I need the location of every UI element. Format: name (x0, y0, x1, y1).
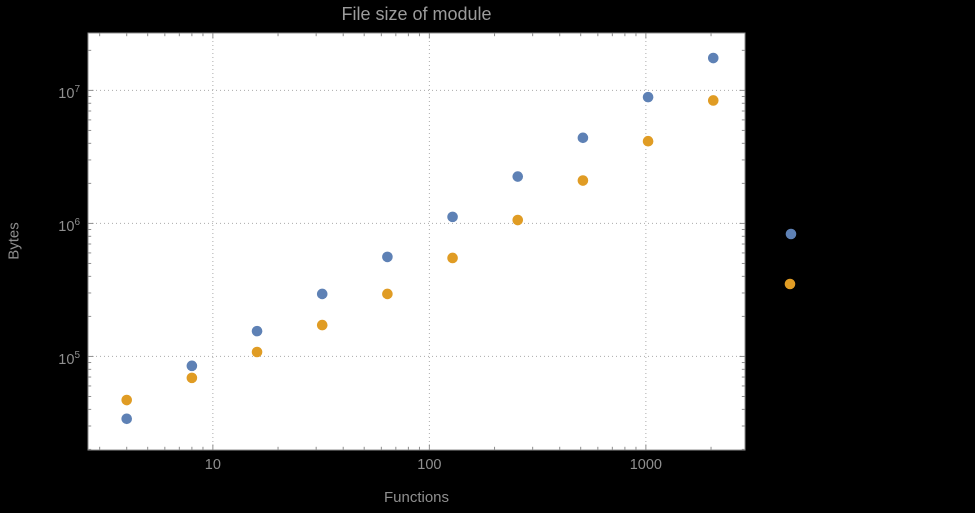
data-point-orange (707, 95, 719, 106)
data-point-blue (447, 211, 458, 223)
data-point-blue (121, 413, 133, 425)
data-point-blue (512, 171, 524, 182)
data-point-blue (382, 251, 393, 263)
chart-title: File size of module (341, 4, 492, 24)
data-point-blue (316, 288, 328, 300)
y-axis-label: Bytes (5, 222, 23, 260)
data-point-orange (577, 175, 589, 186)
data-point-orange (512, 214, 524, 226)
data-point-blue (577, 132, 589, 144)
data-point-blue (251, 325, 263, 337)
data-point-blue (186, 360, 198, 372)
data-point-orange (316, 319, 328, 331)
data-point-orange (642, 135, 654, 147)
data-point-orange (186, 372, 198, 384)
legend-marker-blue (785, 228, 797, 240)
plot-area (88, 33, 745, 450)
data-point-orange (447, 252, 458, 264)
x-axis-label: Functions (383, 489, 450, 506)
data-point-orange (382, 288, 393, 300)
data-point-orange (251, 346, 263, 358)
legend-marker-orange (784, 278, 796, 290)
plot-frame (87, 32, 746, 451)
data-point-orange (121, 394, 133, 406)
data-point-blue (642, 91, 654, 103)
data-point-blue (707, 52, 719, 64)
